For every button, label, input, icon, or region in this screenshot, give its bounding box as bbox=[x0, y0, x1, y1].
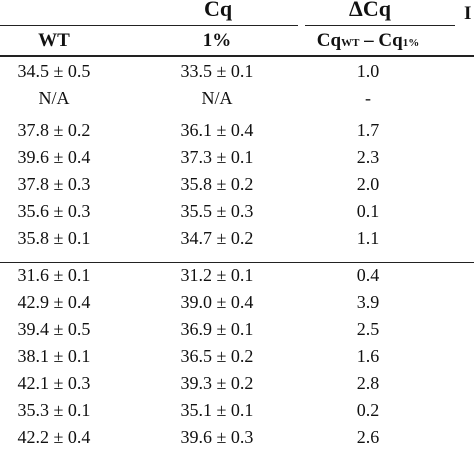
cell-wt: 39.6 ± 0.4 bbox=[17, 147, 91, 167]
cell-1-percent: 33.5 ± 0.1 bbox=[180, 61, 254, 81]
cell-1-percent: N/A bbox=[201, 88, 233, 108]
cell-wt: N/A bbox=[38, 88, 70, 108]
cell-delta-cq: 2.0 bbox=[356, 174, 380, 194]
cell-wt: 31.6 ± 0.1 bbox=[17, 265, 91, 285]
cell-1-percent: 37.3 ± 0.1 bbox=[180, 147, 254, 167]
column-header-difference: CqWT – Cq1% bbox=[305, 30, 431, 52]
cell-delta-cq: 1.6 bbox=[356, 346, 380, 366]
column-header-wt: WT bbox=[38, 30, 70, 51]
cell-delta-cq: 0.2 bbox=[356, 400, 380, 420]
cell-delta-cq: 0.1 bbox=[356, 201, 380, 221]
cell-1-percent: 39.0 ± 0.4 bbox=[180, 292, 254, 312]
cell-1-percent: 35.5 ± 0.3 bbox=[180, 201, 254, 221]
cell-1-percent: 31.2 ± 0.1 bbox=[180, 265, 254, 285]
cell-wt: 39.4 ± 0.5 bbox=[17, 319, 91, 339]
diff-label-sub-1-percent: 1% bbox=[402, 37, 420, 49]
cell-1-percent: 39.3 ± 0.2 bbox=[180, 373, 254, 393]
cell-delta-cq: - bbox=[365, 88, 371, 108]
diff-label-sub-wt: WT bbox=[341, 37, 360, 49]
cell-wt: 42.2 ± 0.4 bbox=[17, 427, 91, 447]
header-rule-dcq bbox=[305, 25, 455, 26]
cell-1-percent: 36.9 ± 0.1 bbox=[180, 319, 254, 339]
header-edge-label: I bbox=[464, 3, 472, 24]
column-header-1-percent: 1% bbox=[202, 30, 232, 51]
cell-wt: 35.6 ± 0.3 bbox=[17, 201, 91, 221]
cell-wt: 38.1 ± 0.1 bbox=[17, 346, 91, 366]
cell-wt: 37.8 ± 0.3 bbox=[17, 174, 91, 194]
group-separator-rule bbox=[0, 262, 474, 263]
header-cq: Cq bbox=[203, 0, 233, 21]
cell-wt: 34.5 ± 0.5 bbox=[17, 61, 91, 81]
cell-1-percent: 36.1 ± 0.4 bbox=[180, 120, 254, 140]
cell-delta-cq: 1.7 bbox=[356, 120, 380, 140]
cell-1-percent: 36.5 ± 0.2 bbox=[180, 346, 254, 366]
cell-delta-cq: 3.9 bbox=[356, 292, 380, 312]
cell-delta-cq: 2.5 bbox=[356, 319, 380, 339]
diff-label-cq-a: Cq bbox=[316, 30, 342, 51]
cell-delta-cq: 2.6 bbox=[356, 427, 380, 447]
header-rule-cq bbox=[0, 25, 298, 26]
cell-wt: 42.1 ± 0.3 bbox=[17, 373, 91, 393]
cell-wt: 42.9 ± 0.4 bbox=[17, 292, 91, 312]
header-delta-cq: ΔCq bbox=[349, 0, 391, 21]
cell-delta-cq: 1.1 bbox=[356, 228, 380, 248]
cell-delta-cq: 1.0 bbox=[356, 61, 380, 81]
cell-delta-cq: 2.3 bbox=[356, 147, 380, 167]
cell-wt: 37.8 ± 0.2 bbox=[17, 120, 91, 140]
header-bottom-rule bbox=[0, 55, 474, 57]
diff-label-dash-cq: – Cq bbox=[359, 30, 403, 51]
cell-delta-cq: 0.4 bbox=[356, 265, 380, 285]
cell-wt: 35.8 ± 0.1 bbox=[17, 228, 91, 248]
cell-1-percent: 39.6 ± 0.3 bbox=[180, 427, 254, 447]
cell-1-percent: 34.7 ± 0.2 bbox=[180, 228, 254, 248]
cell-1-percent: 35.1 ± 0.1 bbox=[180, 400, 254, 420]
cell-delta-cq: 2.8 bbox=[356, 373, 380, 393]
cell-1-percent: 35.8 ± 0.2 bbox=[180, 174, 254, 194]
cell-wt: 35.3 ± 0.1 bbox=[17, 400, 91, 420]
